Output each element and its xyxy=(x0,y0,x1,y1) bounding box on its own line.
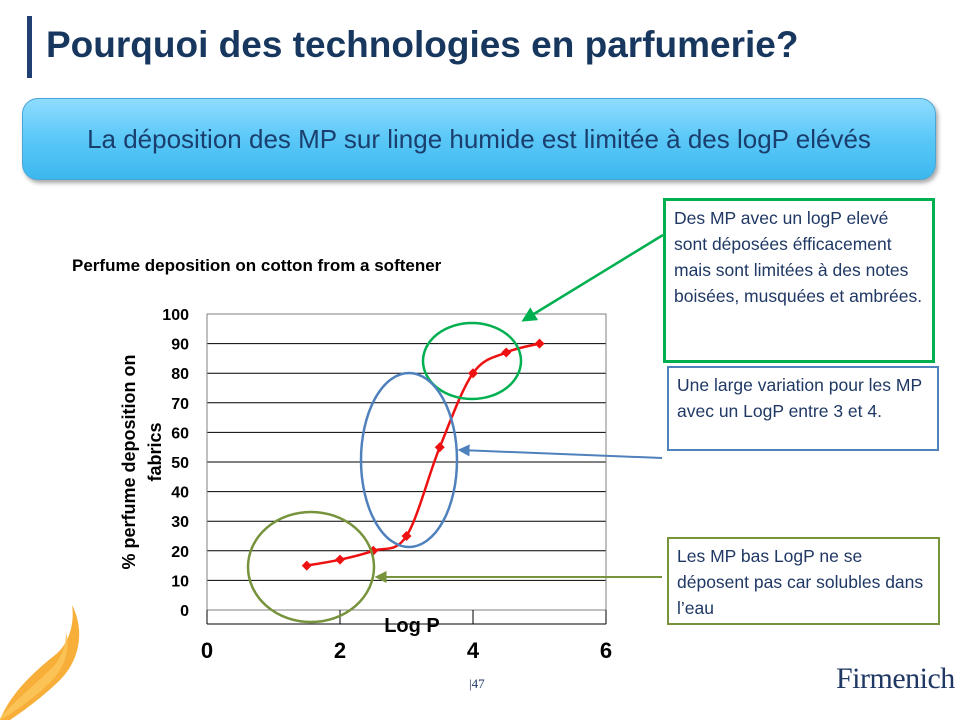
y-tick-label-8: 80 xyxy=(171,366,189,383)
page-number: |47 xyxy=(469,676,485,691)
y-tick-label-4: 40 xyxy=(171,485,189,502)
data-point-5 xyxy=(468,368,478,379)
y-tick-label-9: 90 xyxy=(171,337,189,354)
data-point-1 xyxy=(335,554,345,565)
callout-low-logp: Les MP bas LogP ne se déposent pas car s… xyxy=(667,537,940,625)
orange-peel-decoration xyxy=(0,605,80,720)
chart-annotations xyxy=(246,233,664,624)
y-tick-label-0: 0 xyxy=(180,603,189,620)
data-point-6 xyxy=(501,347,512,358)
x-tick-label-2: 4 xyxy=(467,638,480,663)
firmenich-logo: Firmenich xyxy=(836,662,955,695)
data-point-4 xyxy=(434,442,445,453)
y-tick-label-10: 100 xyxy=(162,307,189,324)
y-tick-label-3: 30 xyxy=(171,514,189,531)
ellipse-high-logp xyxy=(421,321,523,401)
arrow-high-logp xyxy=(521,233,664,322)
y-tick-label-7: 70 xyxy=(171,396,189,413)
callout-high-logp: Des MP avec un logP elevé sont déposées … xyxy=(663,198,935,363)
x-tick-label-3: 6 xyxy=(600,638,612,663)
ellipse-low-logp xyxy=(246,510,376,624)
x-tick-label-0: 0 xyxy=(201,638,213,663)
title-accent-bar xyxy=(27,16,32,78)
data-point-3 xyxy=(401,531,412,541)
data-point-7 xyxy=(534,338,545,349)
callout-mid-logp: Une large variation pour les MP avec un … xyxy=(667,366,939,451)
series-points xyxy=(301,338,545,571)
chart-title: Perfume deposition on cotton from a soft… xyxy=(72,256,442,275)
y-tick-label-1: 10 xyxy=(171,573,189,590)
chart-plot-frame xyxy=(206,313,607,611)
y-tick-label-5: 50 xyxy=(171,455,189,472)
chart-gridlines xyxy=(207,313,606,611)
arrow-mid-logp xyxy=(457,444,663,459)
x-tick-labels: 0 2 4 6 xyxy=(201,610,612,663)
data-point-0 xyxy=(301,560,312,571)
y-tick-labels: 0 10 20 30 40 50 60 70 80 90 100 xyxy=(162,307,189,620)
ellipse-mid-logp xyxy=(359,371,459,549)
slide-title: Pourquoi des technologies en parfumerie? xyxy=(46,24,799,65)
y-tick-label-6: 60 xyxy=(171,425,189,442)
series-line xyxy=(306,342,540,567)
subtitle-banner: La déposition des MP sur linge humide es… xyxy=(22,98,936,180)
x-axis-label: Log P xyxy=(384,615,440,637)
x-tick-label-1: 2 xyxy=(334,638,346,663)
y-axis-label: % perfume deposition on fabrics xyxy=(119,354,165,569)
y-tick-label-2: 20 xyxy=(171,544,189,561)
